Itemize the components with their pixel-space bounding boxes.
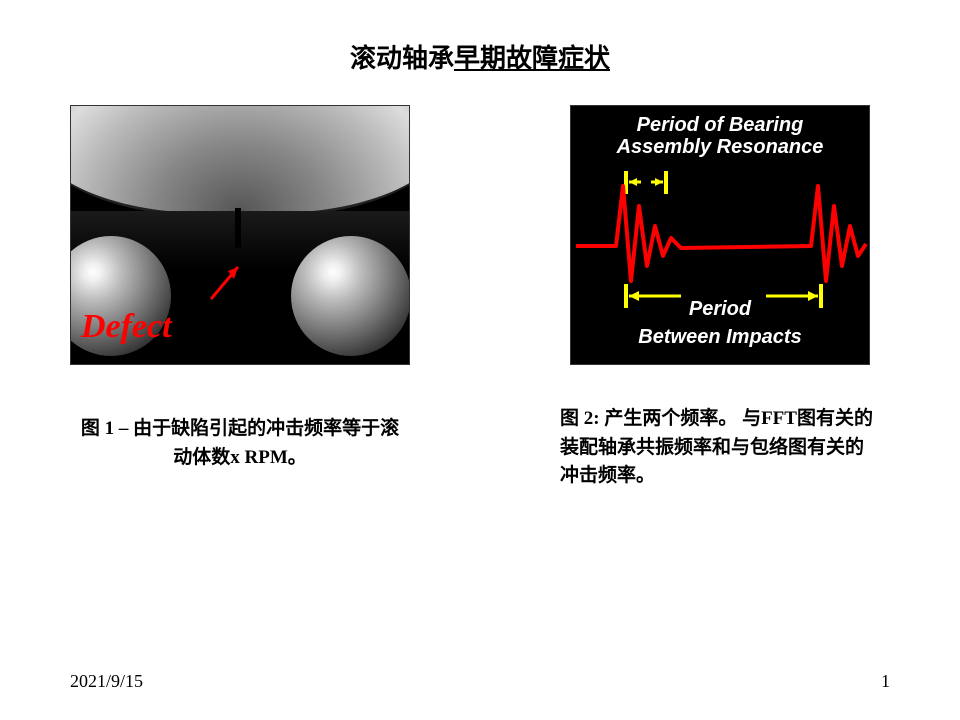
fig2-top-line1: Period of Bearing bbox=[637, 114, 804, 136]
page-title: 滚动轴承早期故障症状 bbox=[60, 38, 900, 75]
fig1-caption-suffix: x RPM。 bbox=[230, 447, 307, 468]
figure-2-image: Period of Bearing Assembly Resonance bbox=[570, 105, 870, 365]
bearing-ball-right bbox=[291, 236, 410, 356]
bearing-outer-race bbox=[70, 105, 410, 216]
figure-1-image: Defect bbox=[70, 105, 410, 365]
footer-date: 2021/9/15 bbox=[70, 671, 143, 692]
title-prefix: 滚动轴承 bbox=[350, 44, 454, 73]
footer-page: 1 bbox=[881, 671, 890, 692]
figure-1: Defect 图 1 – 由于缺陷引起的冲击频率等于滚动体数x RPM。 bbox=[60, 105, 420, 491]
bearing-defect-crack bbox=[235, 208, 241, 248]
figure-2: Period of Bearing Assembly Resonance bbox=[540, 105, 900, 491]
fig2-bot-text: Between Impacts bbox=[571, 326, 869, 348]
footer: 2021/9/15 1 bbox=[70, 671, 890, 692]
fig2-mid-text: Period bbox=[571, 298, 869, 320]
fig1-caption-bold: 图 1 – bbox=[81, 418, 133, 439]
figures-row: Defect 图 1 – 由于缺陷引起的冲击频率等于滚动体数x RPM。 Per… bbox=[60, 105, 900, 491]
figure-1-caption: 图 1 – 由于缺陷引起的冲击频率等于滚动体数x RPM。 bbox=[80, 415, 400, 472]
figure-2-caption: 图 2: 产生两个频率。 与FFT图有关的装配轴承共振频率和与包络图有关的冲击频… bbox=[560, 405, 880, 491]
waveform-icon bbox=[571, 166, 870, 316]
slide: 滚动轴承早期故障症状 Defect 图 1 – 由于缺陷引起的冲击频率等于滚动体… bbox=[0, 0, 960, 720]
defect-arrow-icon bbox=[206, 261, 246, 301]
fig2-top-text: Period of Bearing Assembly Resonance bbox=[571, 114, 869, 158]
fig2-top-line2: Assembly Resonance bbox=[617, 136, 824, 158]
defect-label: Defect bbox=[81, 308, 172, 346]
title-underlined: 早期故障症状 bbox=[454, 44, 610, 73]
